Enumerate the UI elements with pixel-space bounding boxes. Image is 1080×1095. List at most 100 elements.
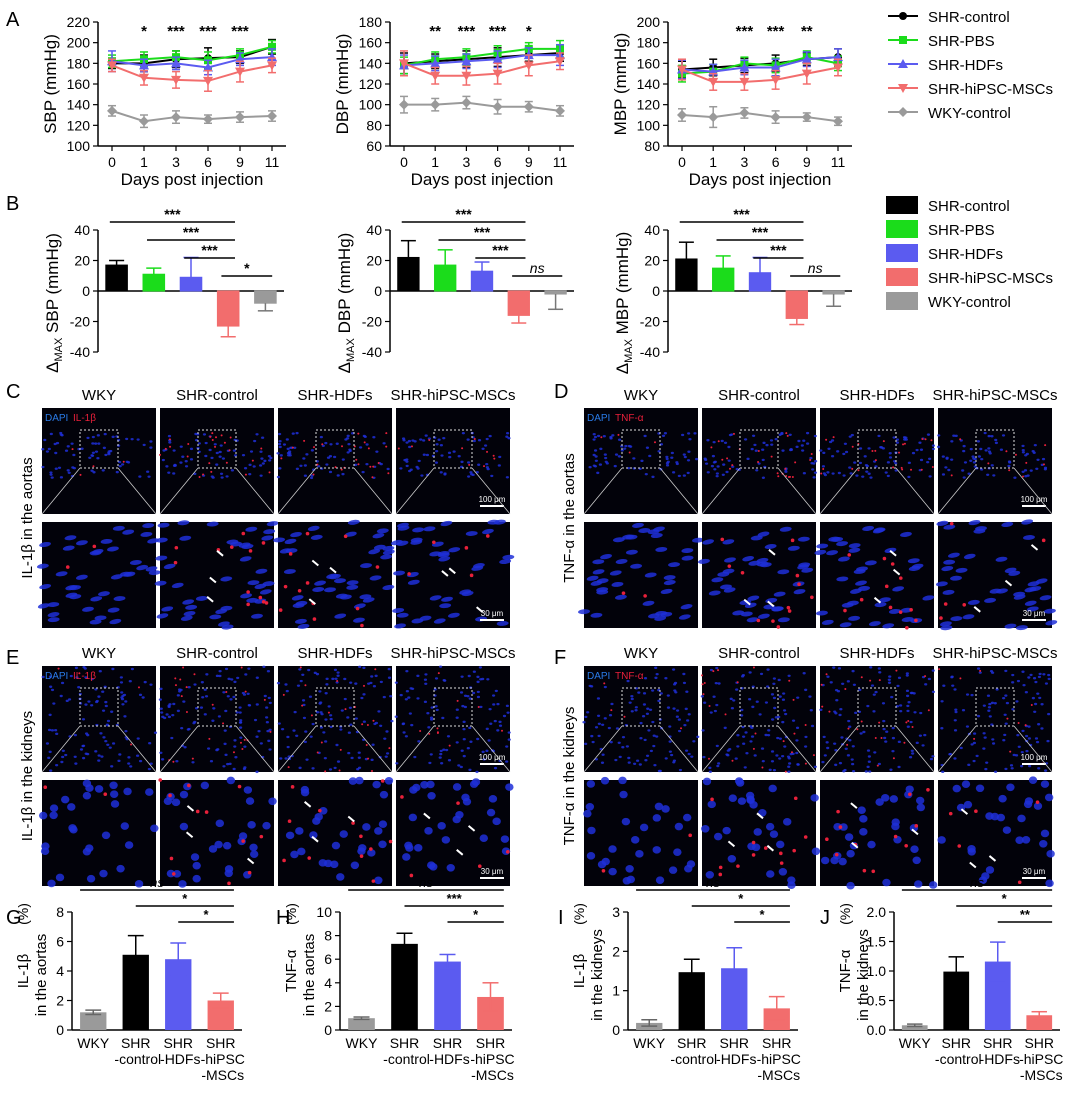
nucleus [882,623,895,629]
bar-shr-hdfs [470,270,494,292]
nucleus [668,750,672,753]
nucleus [67,803,76,811]
nucleus [1020,764,1024,768]
nucleus [66,445,70,448]
nucleus [107,607,120,613]
nucleus [478,666,482,669]
significance-label: * [141,23,147,40]
y-tick-label: 2.0 [867,904,887,920]
nucleus [617,741,621,744]
red-signal [282,693,285,696]
nucleus [422,439,426,442]
red-signal [959,438,962,441]
nucleus [741,725,745,729]
red-signal [785,474,788,477]
nucleus [783,745,787,748]
nucleus [405,441,409,444]
nucleus [578,609,591,615]
nucleus [443,473,447,476]
nucleus [927,677,931,681]
nucleus [832,666,836,669]
nucleus [397,525,410,531]
nucleus [1024,734,1029,738]
nucleus [1027,737,1031,740]
nucleus [878,671,882,674]
nucleus [335,681,339,684]
nucleus [858,447,863,450]
nucleus [911,752,915,755]
nucleus [382,695,386,699]
nucleus [249,450,254,453]
nucleus [784,470,788,473]
red-signal [939,616,943,620]
nucleus [90,469,94,472]
arrow-icon [851,841,859,849]
comparison-label: *** [183,224,200,240]
x-tick-label: SHR [762,1035,792,1051]
nucleus [208,448,212,452]
nucleus [49,685,53,688]
column-title-shr-hdfs: SHR-HDFs [298,387,373,404]
red-signal [283,584,288,589]
nucleus [375,450,379,453]
nucleus [215,463,219,466]
nucleus [452,783,462,791]
bar-shr-pbs [142,273,166,292]
nucleus [239,721,243,724]
red-signal [884,584,889,589]
nucleus [347,731,351,734]
red-signal [385,432,388,435]
nucleus [278,467,282,470]
nucleus [772,696,777,700]
side-label: TNF-α in the kidneys [561,707,578,846]
micrograph-background [584,780,698,886]
nucleus [767,729,771,732]
nucleus [952,784,961,793]
red-signal [859,597,864,602]
y-tick-label: 40 [366,222,382,238]
nucleus [1026,474,1030,477]
nucleus [746,457,750,461]
nucleus [439,443,443,447]
nucleus [47,602,60,608]
red-signal [264,601,269,605]
nucleus [455,716,459,719]
nucleus [848,435,852,438]
nucleus [915,448,919,452]
nucleus [899,709,903,713]
nucleus [457,454,461,458]
nucleus [376,528,389,534]
nucleus [644,759,648,762]
nucleus [987,450,992,453]
nucleus [692,740,696,743]
red-signal [832,436,835,439]
x-tick-label: SHR [941,1035,971,1051]
data-point [430,71,441,81]
nucleus [489,722,493,725]
nucleus [102,446,106,450]
nucleus [124,729,128,733]
nucleus [725,470,729,474]
nucleus [588,684,592,688]
nucleus [802,672,806,675]
nucleus [735,688,739,691]
nucleus [97,695,101,698]
nucleus [161,758,165,761]
red-signal [804,724,807,727]
comparison-label: *** [474,224,491,240]
nucleus [172,870,182,878]
nucleus [1039,840,1048,848]
red-signal [172,760,175,763]
nucleus [795,751,799,755]
red-signal [914,824,919,828]
nucleus [642,703,647,706]
nucleus [134,880,144,888]
data-point [739,107,750,118]
nucleus [641,714,646,718]
red-signal [793,732,796,735]
nucleus [801,449,805,452]
nucleus [666,694,670,697]
series-wky-control [677,105,843,129]
nucleus [163,563,176,570]
micrograph-background [938,666,1052,772]
